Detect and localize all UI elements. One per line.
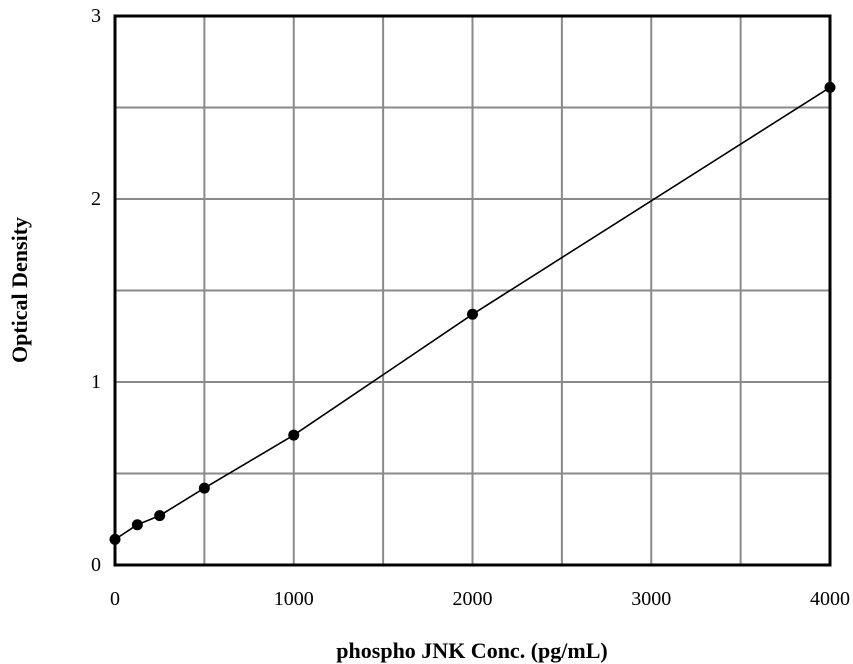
tick-labels: 0 1000 2000 3000 4000 0 1 2 3 <box>91 5 850 610</box>
y-tick-label: 0 <box>91 554 101 576</box>
data-point <box>198 482 210 494</box>
grid <box>114 15 831 566</box>
x-tick-label: 3000 <box>631 588 671 610</box>
data-point <box>154 510 166 522</box>
x-tick-label: 0 <box>110 588 120 610</box>
data-point <box>467 308 478 320</box>
y-tick-label: 1 <box>91 371 101 393</box>
x-tick-label: 4000 <box>810 588 850 610</box>
data-point <box>288 429 300 441</box>
data-point <box>131 519 143 531</box>
x-axis-title: phospho JNK Conc. (pg/mL) <box>336 638 607 663</box>
plot-frame <box>113 14 832 567</box>
x-tick-label: 1000 <box>274 588 314 610</box>
y-tick-label: 2 <box>91 188 101 210</box>
y-tick-label: 3 <box>91 5 101 27</box>
y-axis-title: Optical Density <box>7 217 32 363</box>
x-tick-label: 2000 <box>453 588 493 610</box>
data-points <box>109 81 836 545</box>
